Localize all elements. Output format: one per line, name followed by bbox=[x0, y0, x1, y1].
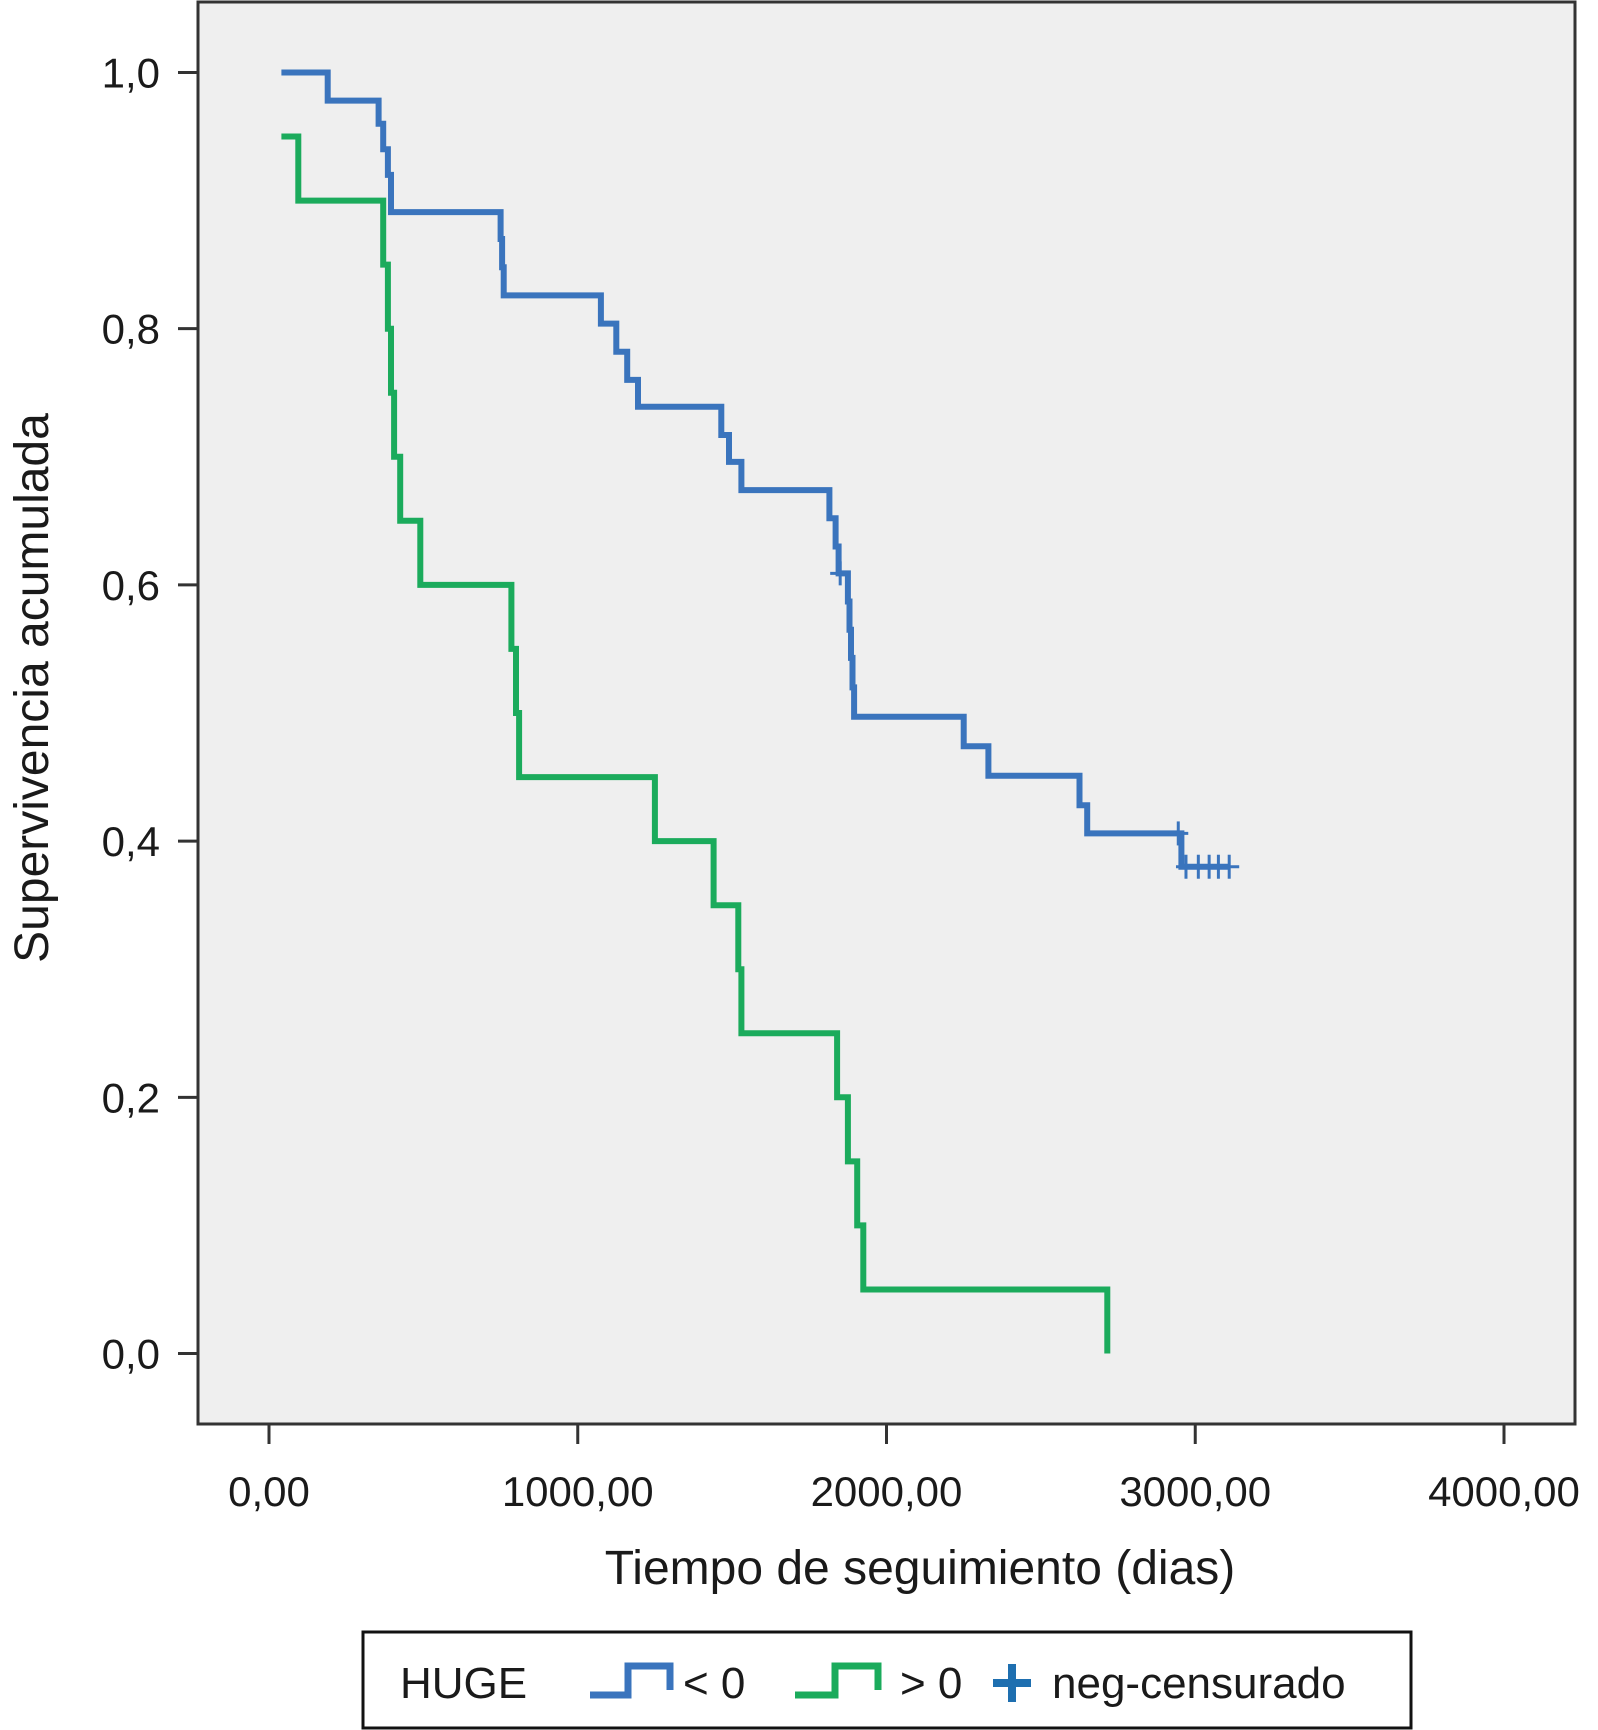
x-tick-label: 2000,00 bbox=[811, 1468, 963, 1515]
y-tick-label: 0,6 bbox=[102, 562, 160, 609]
censored-marker bbox=[1168, 821, 1189, 846]
series-layer bbox=[281, 69, 1230, 1354]
legend-box bbox=[361, 1630, 1413, 1730]
series-line-1 bbox=[281, 133, 1111, 1354]
legend-title: HUGE bbox=[400, 1659, 527, 1708]
x-tick-label: 0,00 bbox=[228, 1468, 310, 1515]
y-axis-title: Supervivencia acumulada bbox=[6, 413, 59, 963]
series-line-0 bbox=[281, 69, 1230, 870]
y-tick-label: 0,8 bbox=[102, 306, 160, 353]
y-axis: 0,0 0,2 0,4 0,6 0,8 1,0 bbox=[102, 49, 198, 1378]
censored-marker bbox=[830, 561, 851, 586]
legend-label-lt0: < 0 bbox=[683, 1659, 745, 1708]
legend-censor-icon bbox=[993, 1664, 1031, 1702]
legend-swatch-gt0 bbox=[795, 1662, 882, 1699]
y-tick-label: 0,0 bbox=[102, 1331, 160, 1378]
x-tick-label: 4000,00 bbox=[1428, 1468, 1580, 1515]
censored-marker bbox=[1219, 854, 1240, 879]
x-tick-label: 3000,00 bbox=[1119, 1468, 1271, 1515]
legend: HUGE < 0 > 0 neg-censurado bbox=[361, 1630, 1413, 1730]
legend-swatch-lt0 bbox=[590, 1662, 674, 1699]
legend-label-gt0: > 0 bbox=[900, 1659, 962, 1708]
y-tick-label: 0,2 bbox=[102, 1074, 160, 1121]
y-tick-label: 0,4 bbox=[102, 818, 160, 865]
x-tick-label: 1000,00 bbox=[502, 1468, 654, 1515]
y-tick-label: 1,0 bbox=[102, 49, 160, 96]
x-axis-title: Tiempo de seguimiento (dias) bbox=[605, 1542, 1236, 1595]
x-axis: 0,00 1000,00 2000,00 3000,00 4000,00 bbox=[228, 1424, 1580, 1515]
plot-background bbox=[196, 0, 1577, 1426]
legend-label-censored: neg-censurado bbox=[1052, 1659, 1346, 1708]
censored-markers bbox=[830, 561, 1240, 879]
